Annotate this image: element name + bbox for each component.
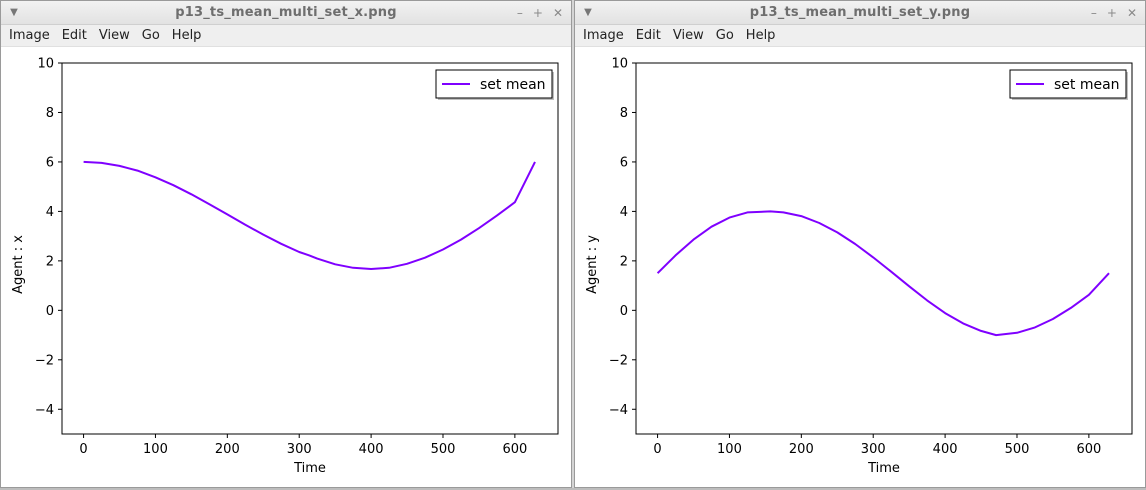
y-tick-label: −4 (35, 403, 54, 418)
x-tick-label: 100 (143, 442, 168, 457)
window-menu-icon[interactable]: ▼ (584, 6, 592, 18)
x-tick-label: 400 (359, 442, 384, 457)
menu-edit[interactable]: Edit (635, 27, 661, 43)
plot-frame (61, 62, 559, 435)
y-tick-label: 2 (46, 254, 54, 269)
minimize-icon[interactable]: – (1090, 6, 1097, 20)
window-menu-icon[interactable]: ▼ (10, 6, 18, 18)
window-title: p13_ts_mean_multi_set_y.png (749, 5, 971, 20)
window-titlebar[interactable]: ▼ p13_ts_mean_multi_set_y.png – + ✕ (575, 1, 1145, 25)
y-tick-label: 0 (46, 304, 54, 319)
x-tick-label: 300 (287, 442, 312, 457)
x-tick-label: 100 (717, 442, 742, 457)
menu-view[interactable]: View (672, 27, 704, 43)
line-chart: 0 100 200 300 400 500 600 −4 −2 0 2 4 6 8 10 Time Agent … (585, 57, 1133, 476)
menubar: Image Edit View Go Help (575, 25, 1145, 47)
x-axis-label: Time (293, 461, 326, 476)
maximize-icon[interactable]: + (1106, 6, 1117, 20)
menu-help[interactable]: Help (171, 27, 202, 43)
x-tick-label: 0 (653, 442, 661, 457)
y-tick-label: 4 (620, 205, 628, 220)
y-tick-label: 10 (37, 57, 54, 72)
legend-label: set mean (480, 77, 546, 93)
window-title: p13_ts_mean_multi_set_x.png (175, 5, 397, 20)
y-axis-label: Agent : y (585, 235, 600, 294)
x-tick-label: 200 (789, 442, 814, 457)
line-chart: 0 100 200 300 400 500 600 −4 −2 0 2 4 6 8 10 Time Agent … (11, 57, 559, 476)
image-canvas: 0 100 200 300 400 500 600 −4 −2 0 2 4 6 8 10 Time Agent … (575, 47, 1145, 487)
y-tick-label: 4 (46, 205, 54, 220)
y-tick-label: 6 (46, 155, 54, 170)
image-viewer-window-y[interactable]: ▼ p13_ts_mean_multi_set_y.png – + ✕ Imag… (574, 0, 1146, 488)
menu-edit[interactable]: Edit (61, 27, 87, 43)
x-tick-label: 600 (1076, 442, 1101, 457)
x-tick-label: 400 (933, 442, 958, 457)
y-tick-label: 0 (620, 304, 628, 319)
window-titlebar[interactable]: ▼ p13_ts_mean_multi_set_x.png – + ✕ (1, 1, 571, 25)
maximize-icon[interactable]: + (532, 6, 543, 20)
menubar: Image Edit View Go Help (1, 25, 571, 47)
y-tick-label: 8 (46, 106, 54, 121)
series-line (656, 210, 1110, 337)
y-tick-label: 2 (620, 254, 628, 269)
x-tick-label: 600 (502, 442, 527, 457)
y-tick-label: −2 (609, 353, 628, 368)
x-tick-label: 200 (215, 442, 240, 457)
x-tick-label: 0 (79, 442, 87, 457)
x-axis-label: Time (867, 461, 900, 476)
legend-label: set mean (1054, 77, 1120, 93)
menu-view[interactable]: View (98, 27, 130, 43)
menu-go[interactable]: Go (715, 27, 734, 43)
image-viewer-window-x[interactable]: ▼ p13_ts_mean_multi_set_x.png – + ✕ Imag… (0, 0, 572, 488)
minimize-icon[interactable]: – (516, 6, 523, 20)
y-tick-label: 10 (611, 57, 628, 72)
menu-go[interactable]: Go (141, 27, 160, 43)
image-canvas: 0 100 200 300 400 500 600 −4 −2 0 2 4 6 8 10 Time Agent … (1, 47, 571, 487)
series-line (83, 160, 536, 270)
y-tick-label: −2 (35, 353, 54, 368)
y-tick-label: 6 (620, 155, 628, 170)
legend-box (1009, 69, 1127, 99)
y-tick-label: −4 (609, 403, 628, 418)
plot-frame (635, 62, 1133, 435)
close-icon[interactable]: ✕ (1126, 6, 1137, 20)
y-axis-label: Agent : x (11, 235, 26, 294)
bottom-divider (0, 488, 1146, 490)
menu-help[interactable]: Help (745, 27, 776, 43)
menu-image[interactable]: Image (9, 27, 50, 43)
menu-image[interactable]: Image (583, 27, 624, 43)
y-tick-label: 8 (620, 106, 628, 121)
x-tick-label: 500 (431, 442, 456, 457)
x-tick-label: 300 (861, 442, 886, 457)
close-icon[interactable]: ✕ (552, 6, 563, 20)
x-tick-label: 500 (1005, 442, 1030, 457)
